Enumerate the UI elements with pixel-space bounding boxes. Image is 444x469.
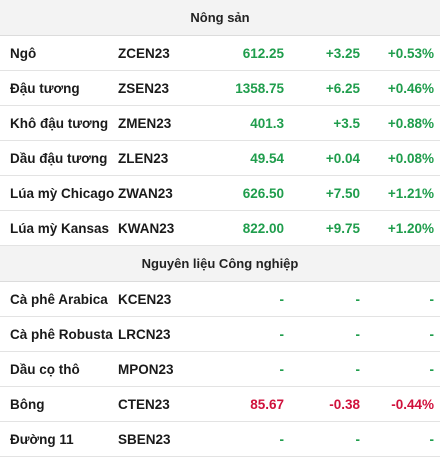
contract-code: CTEN23: [118, 396, 170, 412]
last-price: -: [279, 361, 285, 377]
percent-change: +0.88%: [387, 115, 434, 131]
table-row[interactable]: Lúa mỳ Kansas KWAN23 822.00 +9.75 +1.20%: [0, 211, 440, 246]
last-price: 85.67: [250, 396, 284, 412]
contract-code: ZSEN23: [118, 80, 170, 96]
commodity-name: Lúa mỳ Chicago: [10, 185, 115, 201]
table-row[interactable]: Bông CTEN23 85.67 -0.38 -0.44%: [0, 387, 440, 422]
section-title: Nguyên liệu Công nghiệp: [141, 256, 299, 271]
commodity-name: Khô đậu tương: [10, 115, 109, 131]
section-header-industrial: Nguyên liệu Công nghiệp: [0, 246, 440, 282]
commodity-name: Đường 11: [10, 431, 74, 447]
price-change: -: [355, 431, 361, 447]
contract-code: LRCN23: [118, 326, 171, 342]
contract-code: ZCEN23: [118, 45, 170, 61]
table-row[interactable]: Dầu cọ thô MPON23 - - -: [0, 352, 440, 387]
percent-change: +0.53%: [387, 45, 434, 61]
contract-code: SBEN23: [118, 431, 171, 447]
price-change: -: [355, 291, 361, 307]
contract-code: MPON23: [118, 361, 174, 377]
table-row[interactable]: Cà phê Robusta LRCN23 - - -: [0, 317, 440, 352]
percent-change: +0.08%: [387, 150, 434, 166]
commodity-name: Dầu cọ thô: [10, 361, 80, 377]
contract-code: ZLEN23: [118, 150, 169, 166]
contract-code: ZWAN23: [118, 185, 173, 201]
commodity-name: Cà phê Arabica: [10, 291, 108, 307]
contract-code: ZMEN23: [118, 115, 172, 131]
last-price: 612.25: [242, 45, 284, 61]
contract-code: KWAN23: [118, 220, 175, 236]
commodity-name: Cà phê Robusta: [10, 326, 113, 342]
percent-change: +1.21%: [387, 185, 434, 201]
price-change: +3.25: [325, 45, 360, 61]
percent-change: +0.46%: [387, 80, 434, 96]
percent-change: +1.20%: [387, 220, 434, 236]
last-price: 1358.75: [235, 80, 284, 96]
price-change: +9.75: [325, 220, 360, 236]
price-change: -0.38: [329, 396, 360, 412]
commodity-name: Bông: [10, 396, 45, 412]
last-price: 401.3: [250, 115, 284, 131]
last-price: -: [279, 431, 285, 447]
last-price: 49.54: [250, 150, 284, 166]
commodity-name: Đậu tương: [10, 80, 80, 96]
percent-change: -: [429, 291, 435, 307]
percent-change: -: [429, 326, 435, 342]
section-header-agriculture: Nông sản: [0, 0, 440, 36]
price-change: -: [355, 326, 361, 342]
section-title: Nông sản: [190, 10, 250, 25]
table-row[interactable]: Lúa mỳ Chicago ZWAN23 626.50 +7.50 +1.21%: [0, 176, 440, 211]
price-change: +0.04: [325, 150, 360, 166]
commodity-name: Ngô: [10, 45, 37, 61]
section-body-agriculture: Ngô ZCEN23 612.25 +3.25 +0.53% Đậu tương ZSEN2…: [0, 36, 440, 246]
last-price: -: [279, 326, 285, 342]
price-change: +3.5: [333, 115, 360, 131]
last-price: 626.50: [242, 185, 284, 201]
table-row[interactable]: Khô đậu tương ZMEN23 401.3 +3.5 +0.88%: [0, 106, 440, 141]
table-row[interactable]: Đường 11 SBEN23 - - -: [0, 422, 440, 457]
table-row[interactable]: Cà phê Arabica KCEN23 - - -: [0, 282, 440, 317]
table-row[interactable]: Ngô ZCEN23 612.25 +3.25 +0.53%: [0, 36, 440, 71]
percent-change: -: [429, 361, 435, 377]
table-row[interactable]: Đậu tương ZSEN23 1358.75 +6.25 +0.46%: [0, 71, 440, 106]
commodity-name: Dầu đậu tương: [10, 150, 108, 166]
percent-change: -0.44%: [391, 396, 434, 412]
last-price: 822.00: [242, 220, 284, 236]
price-change: +7.50: [325, 185, 360, 201]
section-body-industrial: Cà phê Arabica KCEN23 - - - Cà phê Robusta LRC…: [0, 282, 440, 457]
table-row[interactable]: Dầu đậu tương ZLEN23 49.54 +0.04 +0.08%: [0, 141, 440, 176]
percent-change: -: [429, 431, 435, 447]
contract-code: KCEN23: [118, 291, 172, 307]
price-change: +6.25: [325, 80, 360, 96]
commodity-name: Lúa mỳ Kansas: [10, 220, 110, 236]
last-price: -: [279, 291, 285, 307]
price-change: -: [355, 361, 361, 377]
